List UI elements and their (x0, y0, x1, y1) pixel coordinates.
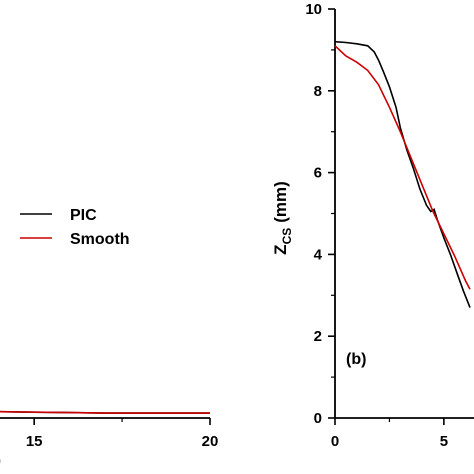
panel-b-y-tick-label: 6 (314, 165, 322, 182)
panel-a-x-tick-label: 15 (26, 433, 43, 450)
panel-b-y-tick-label: 10 (305, 1, 322, 18)
panel-b-y-axis-title: ZCS (mm) (271, 181, 294, 255)
panel-a-series-pic (0, 410, 210, 414)
panel-b-y-tick-label: 2 (314, 328, 322, 345)
panel-a-series (0, 410, 210, 414)
legend-label-smooth: Smooth (70, 231, 130, 248)
panel-b-x-tick-label: 5 (440, 433, 448, 450)
panel-b-y-tick-label: 4 (314, 246, 323, 263)
panel-b-label: (b) (346, 351, 366, 368)
panel-a-x-tick-label: 20 (202, 433, 219, 450)
legend: PIC Smooth (20, 207, 130, 248)
y-axis-title-sub: CS (280, 228, 294, 245)
panel-a-x-ticks: 15 20 (26, 418, 219, 450)
panel-b-series-smooth (334, 45, 471, 290)
panel-a-series-smooth (0, 410, 210, 414)
y-axis-title-text: ZCS (mm) (271, 181, 294, 255)
panel-b-y-tick-label: 8 (314, 83, 322, 100)
panel-b-series-pic (334, 40, 471, 308)
panel-b-series (334, 40, 471, 308)
panel-b-y-ticks: 0 2 4 6 8 10 (305, 1, 335, 427)
clipped-glyph: ) (0, 452, 1, 469)
panel-b-x-tick-label: 0 (331, 433, 339, 450)
panel-b-y-tick-label: 0 (314, 410, 322, 427)
legend-label-pic: PIC (70, 207, 97, 224)
y-axis-title-unit: (mm) (271, 181, 290, 223)
y-axis-title-main: Z (271, 244, 290, 254)
